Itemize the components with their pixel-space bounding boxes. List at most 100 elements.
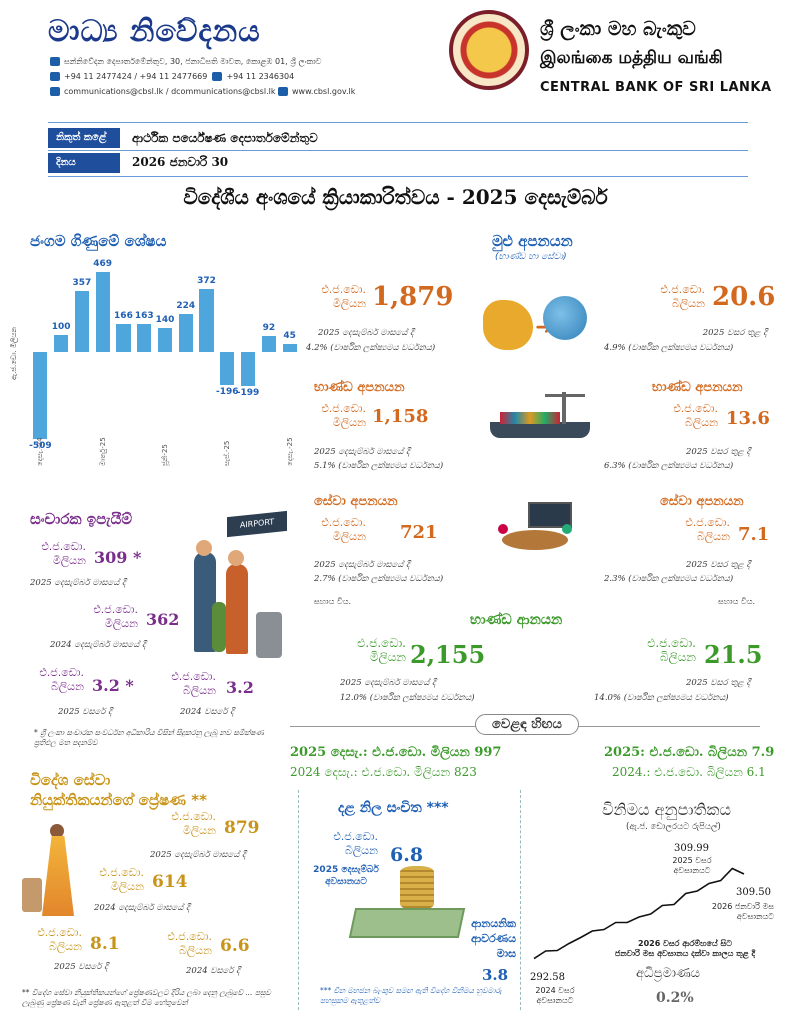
- sri-lanka-map-icon: [483, 300, 533, 350]
- fx-peak-note: 2025 වසර අවසානයට: [672, 856, 712, 875]
- fax-icon: [212, 72, 223, 81]
- current-account-x-tick: සැප්.-25: [223, 440, 232, 466]
- bank-name-english: CENTRAL BANK OF SRI LANKA: [540, 80, 772, 95]
- travelers-illustration: AIRPORT: [182, 510, 294, 662]
- globe-icon: [543, 296, 587, 340]
- service-exports-month-unit: එ.ජ.ඩො. මිලියන: [321, 516, 366, 543]
- airport-sign: AIRPORT: [227, 510, 287, 538]
- exchange-rate-line: [533, 867, 745, 960]
- current-account-bar-label: -196: [216, 387, 239, 398]
- import-cover-label: ආනයනික ආවරණය මාස: [471, 917, 516, 960]
- fx-period-note: 2026 වසර ආරම්භයේ සිට ජනවාරි මස අවසානය දක්…: [614, 939, 756, 958]
- service-exports-year-note: 2025 වසර තුළ දී: [686, 560, 751, 570]
- goods-exports-year-unit: එ.ජ.ඩො. බිලියන: [673, 402, 718, 429]
- current-account-x-tick: මාර්තු-25: [98, 437, 107, 466]
- current-account-bar-label: -509: [29, 440, 52, 451]
- exports-year-unit: එ.ජ.ඩො. බිලියන: [660, 283, 705, 310]
- exchange-rate-subtitle: (ඇ.ජ. ඩොලරයට රුපියල්): [626, 822, 721, 832]
- goods-exports-year-growth: 6.3% (වාර්ෂික ලක්ෂ්‍යමය වර්ධනය): [604, 461, 734, 471]
- remit-dec24-value: 614: [152, 872, 188, 892]
- at-icon: [50, 87, 60, 96]
- divider: [48, 122, 748, 123]
- date-label: දිනය: [48, 153, 120, 173]
- press-release-title: මාධ්‍ය නිවේදනය: [48, 14, 261, 49]
- fx-appreciation-label: අධිප්‍රමාණය: [636, 966, 701, 981]
- column-divider-left: [298, 790, 299, 1010]
- email-link[interactable]: communications@cbsl.lk / dcommunications…: [64, 87, 276, 96]
- tourism-footnote: * ශ්‍රී ලංකා සංචාරක සංවර්ධන අධිකාරිය විස…: [34, 728, 264, 747]
- tourism-2024-unit: එ.ජ.ඩො. බිලියන: [171, 670, 216, 697]
- exports-month-unit: එ.ජ.ඩො. මිලියන: [321, 283, 366, 310]
- remittances-title-line1: විදේශ සේවා: [30, 771, 111, 789]
- phone-icon: [50, 72, 60, 81]
- imports-month-value: 2,155: [410, 640, 486, 669]
- fx-start-value: 292.58: [530, 972, 565, 983]
- remit-dec24-note: 2024 දෙසැම්බර් මාසයේ දී: [94, 903, 190, 913]
- tourism-2024-note: 2024 වසරේ දී: [180, 707, 234, 717]
- imports-year-value: 21.5: [704, 640, 763, 669]
- tourism-2024-value: 3.2: [226, 678, 254, 697]
- current-account-bar: [137, 324, 152, 352]
- exports-month-value: 1,879: [372, 282, 454, 312]
- remit-dec25-value: 879: [224, 818, 260, 838]
- reserves-value: 6.8: [390, 844, 424, 866]
- trade-balance-title: වෙළඳ හිඟය: [475, 714, 579, 735]
- total-exports-title: මුළු අපනයන: [492, 232, 573, 250]
- current-account-x-tick: දෙසැ.-25: [285, 437, 294, 466]
- imports-month-unit: එ.ජ.ඩො. මිලියන: [357, 636, 406, 664]
- reserves-footnote: *** චීන මහජන බැංකුව සමඟ ඇති විදේශ විනිමය…: [320, 986, 502, 1005]
- trade-deficit-dec24: 2024 දෙසැ.: එ.ජ.ඩො. මිලියන 823: [290, 765, 477, 779]
- current-account-x-tick: දෙසැ.-24: [36, 437, 45, 466]
- column-divider-right: [520, 790, 521, 1010]
- service-exports-footnote-left: සහාය වීය.: [314, 597, 352, 606]
- imports-year-growth: 14.0% (වාර්ෂික ලක්ෂ්‍යමය වර්ධනය): [594, 693, 729, 703]
- remit-2024-note: 2024 වසරේ දී: [186, 966, 240, 976]
- remittances-footnote: ** විදේශ සේවා නියුක්තිකයන්ගේ ප්‍රේෂණවලට …: [22, 988, 271, 1007]
- cargo-ship-icon: [490, 392, 590, 447]
- fx-peak-value: 309.99: [674, 843, 709, 854]
- service-exports-month-growth: 2.7% (වාර්ෂික ලක්ෂ්‍යමය වර්ධනය): [314, 574, 444, 584]
- current-account-bar-label: 469: [93, 259, 113, 269]
- goods-exports-year-note: 2025 වසර තුළ දී: [686, 447, 751, 457]
- current-account-bar: [74, 291, 89, 352]
- current-account-bar-label: 140: [155, 315, 175, 326]
- fx-end-note: 2026 ජනවාරි මස අවසානයට: [711, 902, 774, 921]
- total-exports-subtitle: (භාණ්ඩ හා සේවා): [495, 252, 567, 262]
- service-exports-year-unit: එ.ජ.ඩො. බිලියන: [685, 516, 730, 543]
- issued-by-value: ආර්ථික පර්යේෂණ දෙපාර්තමේන්තුව: [132, 131, 318, 145]
- exports-month-note: 2025 දෙසැම්බර් මාසයේ දී: [318, 328, 414, 338]
- imports-month-note: 2025 දෙසැම්බර් මාසයේ දී: [340, 678, 436, 688]
- tourism-2025-value: 3.2 *: [92, 676, 134, 695]
- tourism-dec24-unit: එ.ජ.ඩො. මිලියන: [93, 603, 138, 630]
- service-exports-year-growth: 2.3% (වාර්ෂික ලක්ෂ්‍යමය වර්ධනය): [604, 574, 734, 584]
- remit-dec24-unit: එ.ජ.ඩො. මිලියන: [99, 866, 144, 893]
- phone-line: +94 11 2477424 / +94 11 2477669 +94 11 2…: [50, 72, 294, 81]
- website-link[interactable]: www.cbsl.gov.lk: [292, 87, 356, 96]
- exports-month-growth: 4.2% (වාර්ෂික ලක්ෂ්‍යමය වර්ධනය): [306, 343, 436, 353]
- current-account-bar: [199, 288, 214, 352]
- trade-deficit-2025: 2025: එ.ජ.ඩො. බිලියන 7.9: [604, 745, 775, 760]
- goods-exports-title-right: භාණ්ඩ අපනයන: [652, 380, 743, 395]
- reserves-unit: එ.ජ.ඩො. බිලියන: [333, 830, 378, 857]
- tourism-dec24-note: 2024 දෙසැම්බර් මාසයේ දී: [50, 640, 146, 650]
- date-value: 2026 ජනවාරි 30: [132, 155, 229, 169]
- imports-year-note: 2025 වසර තුළ දී: [686, 678, 751, 688]
- current-account-bar: [241, 352, 256, 386]
- remit-dec25-unit: එ.ජ.ඩො. මිලියන: [171, 810, 216, 837]
- service-exports-year-value: 7.1: [738, 524, 770, 545]
- current-account-title: ජංගම ගිණුමේ ශේෂය: [30, 232, 167, 250]
- envelope-icon: [50, 57, 60, 66]
- current-account-bar-label: 166: [114, 310, 133, 321]
- money-stack-illustration: [348, 866, 470, 946]
- divider: [48, 176, 748, 177]
- service-exports-title-left: සේවා අපනයන: [314, 494, 398, 509]
- current-account-bar: [33, 352, 48, 439]
- goods-exports-month-value: 1,158: [372, 406, 429, 427]
- imports-year-unit: එ.ජ.ඩො. බිලියන: [647, 636, 696, 664]
- goods-imports-title: භාණ්ඩ ආනයන: [470, 612, 563, 628]
- service-exports-month-value: 721: [400, 522, 438, 543]
- meeting-table-icon: [498, 500, 576, 562]
- reserves-note: 2025 දෙසැම්බර් අවසානයට: [313, 865, 379, 887]
- email-line: communications@cbsl.lk / dcommunications…: [50, 87, 355, 96]
- bank-name-tamil: இலங்கை மத்திய வங்கி: [540, 48, 723, 68]
